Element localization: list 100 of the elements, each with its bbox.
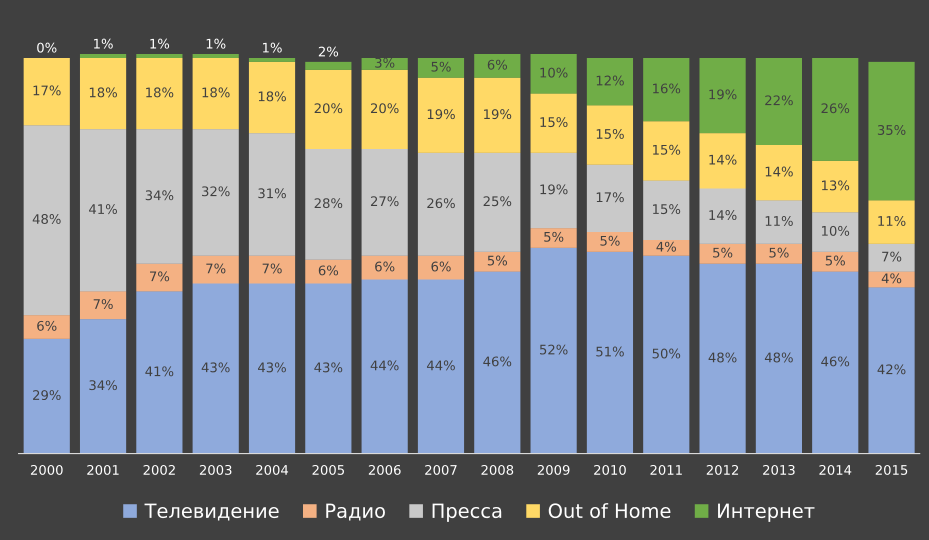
bar <box>643 240 690 256</box>
data-label: 2% <box>318 46 338 57</box>
bar <box>474 252 520 272</box>
data-label: 7% <box>206 263 226 274</box>
bar <box>80 129 126 292</box>
bar <box>80 58 126 130</box>
bar <box>248 256 296 284</box>
bar <box>699 264 746 454</box>
bar <box>418 280 464 454</box>
bar <box>418 256 464 280</box>
data-label: 1% <box>263 42 282 53</box>
bar <box>192 256 239 284</box>
data-label: 34% <box>146 190 174 200</box>
data-label: 1% <box>150 38 170 49</box>
bar <box>586 105 634 165</box>
data-label: 10% <box>540 68 568 78</box>
x-tick-label: 2009 <box>538 464 570 475</box>
x-tick-label: 2000 <box>30 464 63 475</box>
bar <box>362 148 408 256</box>
data-label: 16% <box>653 83 680 94</box>
legend-label: Радио <box>326 504 385 521</box>
data-label: 19% <box>428 109 455 120</box>
data-label: 1% <box>94 38 113 49</box>
data-label: 25% <box>484 196 512 206</box>
bar <box>305 260 352 284</box>
bar <box>24 125 70 316</box>
bar <box>530 94 577 153</box>
data-label: 34% <box>89 380 117 390</box>
bar <box>418 78 464 153</box>
bar <box>868 287 915 454</box>
bar <box>474 54 520 78</box>
bar <box>80 54 126 58</box>
legend-label: Интернет <box>718 504 814 522</box>
data-label: 3% <box>375 58 394 68</box>
bar <box>812 212 858 252</box>
x-tick-label: 2005 <box>312 464 344 475</box>
bar <box>699 188 746 244</box>
bar <box>136 291 182 454</box>
bar <box>80 319 126 454</box>
bar <box>248 58 296 62</box>
x-tick-label: 2011 <box>650 464 682 475</box>
data-label: 6% <box>375 261 394 272</box>
x-tick-label: 2015 <box>876 464 908 475</box>
data-label: 10% <box>822 226 850 236</box>
bar <box>24 315 70 339</box>
bar <box>474 272 520 454</box>
data-label: 20% <box>314 103 342 114</box>
data-label: 29% <box>33 390 61 400</box>
bar <box>756 264 802 454</box>
data-label: 15% <box>540 117 568 128</box>
bar <box>418 58 464 78</box>
bar <box>305 283 352 454</box>
data-label: 28% <box>314 198 342 208</box>
data-label: 32% <box>202 186 230 196</box>
data-label: 7% <box>262 263 282 274</box>
data-label: 43% <box>314 362 342 372</box>
data-label: 26% <box>427 198 455 208</box>
data-label: 48% <box>708 352 737 362</box>
data-label: 50% <box>652 348 680 359</box>
bar <box>305 62 352 70</box>
bar <box>24 58 70 126</box>
bar <box>248 133 296 256</box>
data-label: 5% <box>432 62 451 72</box>
bar <box>868 200 915 244</box>
bar <box>586 58 634 106</box>
data-label: 27% <box>370 196 399 206</box>
bar <box>530 248 577 454</box>
bar <box>868 62 915 200</box>
data-label: 4% <box>656 242 676 252</box>
x-tick-label: 2010 <box>594 464 626 475</box>
data-label: 14% <box>766 166 793 177</box>
bar <box>699 244 746 264</box>
legend-label: Телевидение <box>144 504 279 521</box>
data-label: 44% <box>426 360 455 370</box>
bar <box>643 121 690 181</box>
data-label: 51% <box>596 346 624 357</box>
x-tick-label: 2007 <box>425 464 457 475</box>
data-label: 41% <box>89 204 117 214</box>
bar <box>136 54 182 58</box>
data-label: 14% <box>709 154 737 165</box>
data-label: 6% <box>431 261 451 272</box>
bar <box>192 283 239 454</box>
bar <box>362 58 408 70</box>
bar <box>756 145 802 200</box>
data-label: 19% <box>709 89 737 100</box>
data-label: 42% <box>878 364 906 374</box>
data-label: 5% <box>600 236 620 246</box>
data-label: 19% <box>540 184 568 194</box>
bar <box>80 291 126 320</box>
bar <box>812 252 858 272</box>
bar <box>362 280 408 454</box>
bar <box>643 180 690 240</box>
legend-label: Out of Home <box>548 503 670 518</box>
bar <box>248 283 296 454</box>
bar <box>474 152 520 252</box>
bar <box>24 338 70 454</box>
bar <box>530 152 577 228</box>
data-label: 41% <box>145 366 174 376</box>
bar <box>812 160 858 212</box>
legend-label: Пресса <box>432 504 502 522</box>
